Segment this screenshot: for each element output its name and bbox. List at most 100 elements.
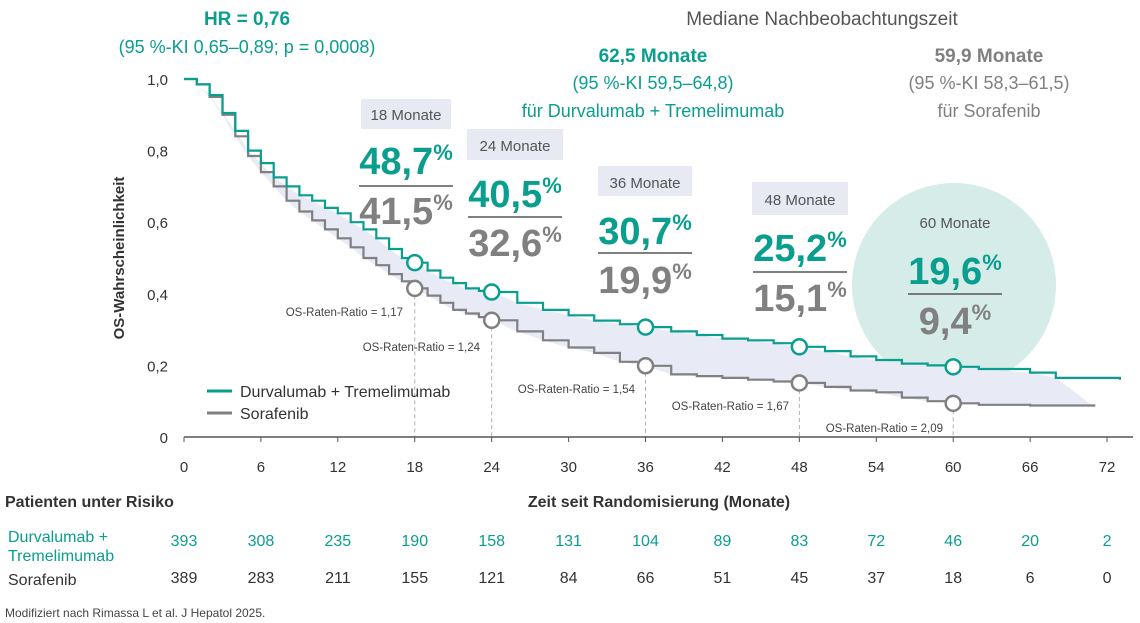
difference-band bbox=[184, 79, 1095, 407]
y-tick-label-0,6: 0,6 bbox=[147, 215, 168, 232]
risk-row-label-durva-1: Durvalumab + bbox=[8, 529, 108, 546]
risk-row-label-durva-2: Tremelimumab bbox=[8, 548, 114, 565]
x-tick-label-66: 66 bbox=[1022, 459, 1039, 476]
durva-rate-24: 40,5% bbox=[468, 173, 562, 216]
risk-value-durva-54: 72 bbox=[867, 533, 885, 550]
y-tick-label-0,2: 0,2 bbox=[147, 358, 168, 375]
risk-value-sora-0: 389 bbox=[171, 570, 198, 587]
legend-label-sora: Sorafenib bbox=[240, 406, 309, 423]
legend-label-durva: Durvalumab + Tremelimumab bbox=[240, 384, 450, 401]
legend: Durvalumab + Tremelimumab Sorafenib bbox=[207, 384, 450, 423]
sora-rate-percent-36: % bbox=[672, 259, 692, 284]
sora-follow-months: 59,9 Monate bbox=[935, 46, 1044, 67]
risk-value-durva-36: 104 bbox=[632, 533, 659, 550]
sora-marker-60 bbox=[944, 394, 962, 413]
sora-marker-24 bbox=[482, 311, 501, 330]
y-axis-label: OS-Wahrscheinlichkeit bbox=[111, 177, 128, 340]
durva-marker-18 bbox=[406, 253, 424, 272]
risk-value-durva-24: 158 bbox=[478, 533, 505, 550]
milestone-label-box-36 bbox=[598, 166, 692, 196]
sora-rate-percent-48: % bbox=[827, 277, 847, 302]
durva-rate-60: 19,6% bbox=[908, 250, 1002, 293]
milestone-guides bbox=[414, 288, 954, 437]
x-tick-label-42: 42 bbox=[714, 459, 731, 476]
y-tick-label-0,8: 0,8 bbox=[147, 144, 168, 161]
risk-value-durva-42: 89 bbox=[714, 533, 732, 550]
risk-value-sora-66: 6 bbox=[1026, 570, 1035, 587]
highlight-circle-60 bbox=[852, 183, 1056, 387]
sora-rate-value-18: 41,5 bbox=[359, 191, 433, 233]
durva-marker-36 bbox=[636, 318, 655, 336]
risk-value-sora-36: 66 bbox=[637, 570, 655, 587]
risk-value-sora-42: 51 bbox=[714, 570, 732, 587]
rate-ratio-18: OS-Raten-Ratio = 1,17 bbox=[286, 307, 403, 319]
risk-value-sora-12: 211 bbox=[325, 570, 351, 587]
milestone-label-box-18 bbox=[361, 99, 451, 129]
x-tick-label-48: 48 bbox=[791, 459, 808, 476]
follow-up-title: Mediane Nachbeobachtungszeit bbox=[686, 9, 958, 30]
milestone-label-24: 24 Monate bbox=[480, 138, 551, 155]
milestone-label-60: 60 Monate bbox=[920, 215, 991, 232]
axes: 0 6 12 18 24 30 36 42 48 54 60 66 72 0 0,2 0,4 0,6 0,8 1,0 bbox=[147, 72, 1133, 476]
sora-rate-18: 41,5% bbox=[359, 190, 453, 233]
y-tick-label-1,0: 1,0 bbox=[147, 72, 168, 89]
risk-value-sora-54: 37 bbox=[867, 570, 885, 587]
sora-rate-percent-18: % bbox=[433, 190, 453, 215]
risk-value-durva-0: 393 bbox=[171, 533, 198, 550]
x-axis-label: Zeit seit Randomisierung (Monate) bbox=[528, 494, 790, 511]
rate-ratio-labels: OS-Raten-Ratio = 1,17 OS-Raten-Ratio = 1,… bbox=[286, 307, 943, 435]
x-tick-label-6: 6 bbox=[257, 459, 265, 476]
durva-rate-value-48: 25,2 bbox=[753, 228, 827, 270]
milestone-label-box-24 bbox=[467, 129, 563, 160]
sora-follow-label: für Sorafenib bbox=[937, 101, 1040, 121]
risk-value-sora-24: 121 bbox=[478, 570, 505, 587]
x-tick-label-24: 24 bbox=[483, 459, 500, 476]
x-tick-label-0: 0 bbox=[180, 459, 188, 476]
durva-marker-60 bbox=[944, 358, 962, 376]
sora-marker-36 bbox=[636, 357, 655, 375]
durva-rate-18: 48,7% bbox=[359, 140, 453, 183]
risk-value-sora-60: 18 bbox=[944, 570, 962, 587]
durva-rate-value-24: 40,5 bbox=[468, 174, 542, 216]
x-tick-label-30: 30 bbox=[560, 459, 577, 476]
durvalumab-curve bbox=[184, 77, 1121, 380]
milestone-label-box-48 bbox=[752, 182, 848, 215]
sora-rate-value-60: 9,4 bbox=[919, 301, 972, 343]
x-tick-label-72: 72 bbox=[1099, 459, 1116, 476]
milestone-label-18: 18 Monate bbox=[371, 107, 442, 124]
durva-rate-value-18: 48,7 bbox=[359, 141, 433, 183]
risk-value-sora-18: 155 bbox=[401, 570, 428, 587]
x-tick-label-36: 36 bbox=[637, 459, 654, 476]
durva-rate-value-60: 19,6 bbox=[908, 251, 982, 293]
risk-value-durva-72: 2 bbox=[1103, 533, 1112, 550]
durva-marker-48 bbox=[790, 338, 809, 356]
risk-value-durva-18: 190 bbox=[401, 533, 428, 550]
durva-follow-label: für Durvalumab + Tremelimumab bbox=[522, 101, 785, 121]
rate-ratio-36: OS-Raten-Ratio = 1,54 bbox=[518, 384, 636, 396]
sora-follow-ci: (95 %-KI 58,3–61,5) bbox=[908, 73, 1069, 93]
sora-marker-48 bbox=[790, 374, 809, 392]
risk-value-durva-66: 20 bbox=[1021, 533, 1039, 550]
sora-rate-24: 32,6% bbox=[468, 222, 562, 265]
durva-rate-value-36: 30,7 bbox=[598, 211, 672, 253]
risk-row-label-sora: Sorafenib bbox=[8, 572, 77, 589]
sora-marker-18 bbox=[406, 279, 424, 298]
risk-value-sora-72: 0 bbox=[1103, 570, 1112, 587]
risk-value-durva-60: 46 bbox=[944, 533, 962, 550]
durva-follow-ci: (95 %-KI 59,5–64,8) bbox=[572, 73, 733, 93]
rate-ratio-24: OS-Raten-Ratio = 1,24 bbox=[363, 342, 481, 354]
sora-rate-value-48: 15,1 bbox=[753, 278, 827, 320]
durva-follow-months: 62,5 Monate bbox=[599, 46, 708, 67]
risk-value-durva-6: 308 bbox=[248, 533, 275, 550]
sora-rate-percent-24: % bbox=[542, 222, 562, 247]
durva-rate-percent-18: % bbox=[433, 140, 453, 165]
risk-value-sora-48: 45 bbox=[790, 570, 808, 587]
rate-ratio-60: OS-Raten-Ratio = 2,09 bbox=[826, 423, 943, 435]
hazard-ratio: HR = 0,76 bbox=[204, 9, 290, 30]
x-tick-label-18: 18 bbox=[406, 459, 423, 476]
sora-rate-60: 9,4% bbox=[919, 300, 991, 343]
sora-rate-value-36: 19,9 bbox=[598, 260, 672, 302]
risk-table-values: 393 308 235 190 158 131 104 89 83 72 46 20 2 389 283 21… bbox=[171, 533, 1112, 587]
